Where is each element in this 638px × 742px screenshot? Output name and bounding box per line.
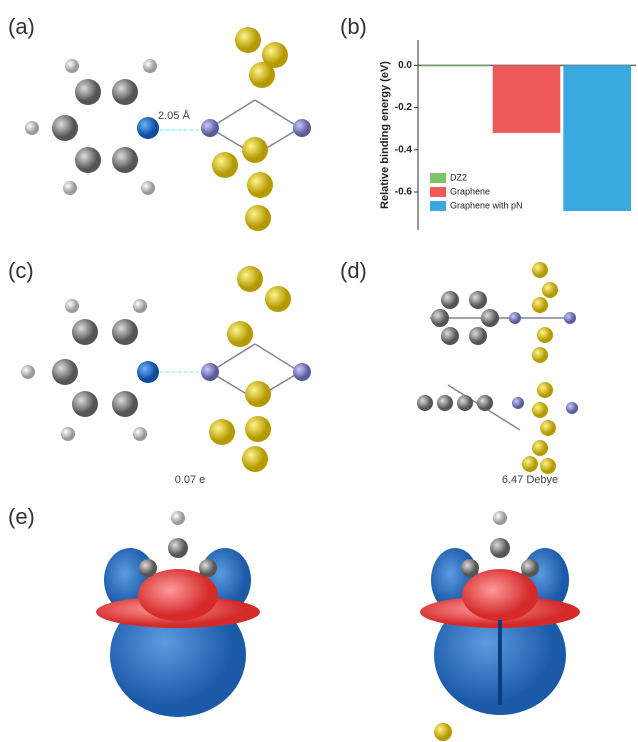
legend-swatch — [430, 187, 446, 197]
bond-length: 2.05 Å — [158, 109, 190, 122]
panel-label: (c) — [8, 258, 34, 283]
panel-label: (a) — [8, 14, 35, 39]
charge-density-right — [420, 511, 580, 741]
molecule-a — [25, 27, 311, 231]
legend-label: Graphene with pN — [450, 200, 523, 210]
legend-label: Graphene — [450, 186, 490, 196]
legend-label: DZ2 — [450, 172, 467, 182]
bar — [422, 65, 490, 67]
y-tick-label: -0.4 — [395, 144, 413, 155]
y-tick-label: 0.0 — [398, 60, 412, 71]
dipole-moment: 6.47 Debye — [502, 474, 558, 486]
bar — [563, 65, 631, 211]
panel-label: (e) — [8, 504, 35, 529]
y-axis-label: Relative binding energy (eV) — [379, 61, 391, 209]
charge-transfer: 0.07 e — [175, 474, 206, 486]
y-tick-label: -0.2 — [395, 102, 413, 113]
molecule-c — [21, 266, 311, 472]
panel-label: (d) — [340, 258, 367, 283]
legend-swatch — [430, 201, 446, 211]
panel-label: (b) — [340, 14, 367, 39]
y-tick-label: -0.6 — [395, 187, 413, 198]
molecule-d — [417, 262, 578, 474]
bar — [492, 65, 561, 133]
legend-swatch — [430, 173, 446, 183]
charge-density-left — [96, 511, 260, 717]
bar-chart: 0.0 -0.2 -0.4 -0.6 Relative binding energy (… — [379, 40, 636, 230]
